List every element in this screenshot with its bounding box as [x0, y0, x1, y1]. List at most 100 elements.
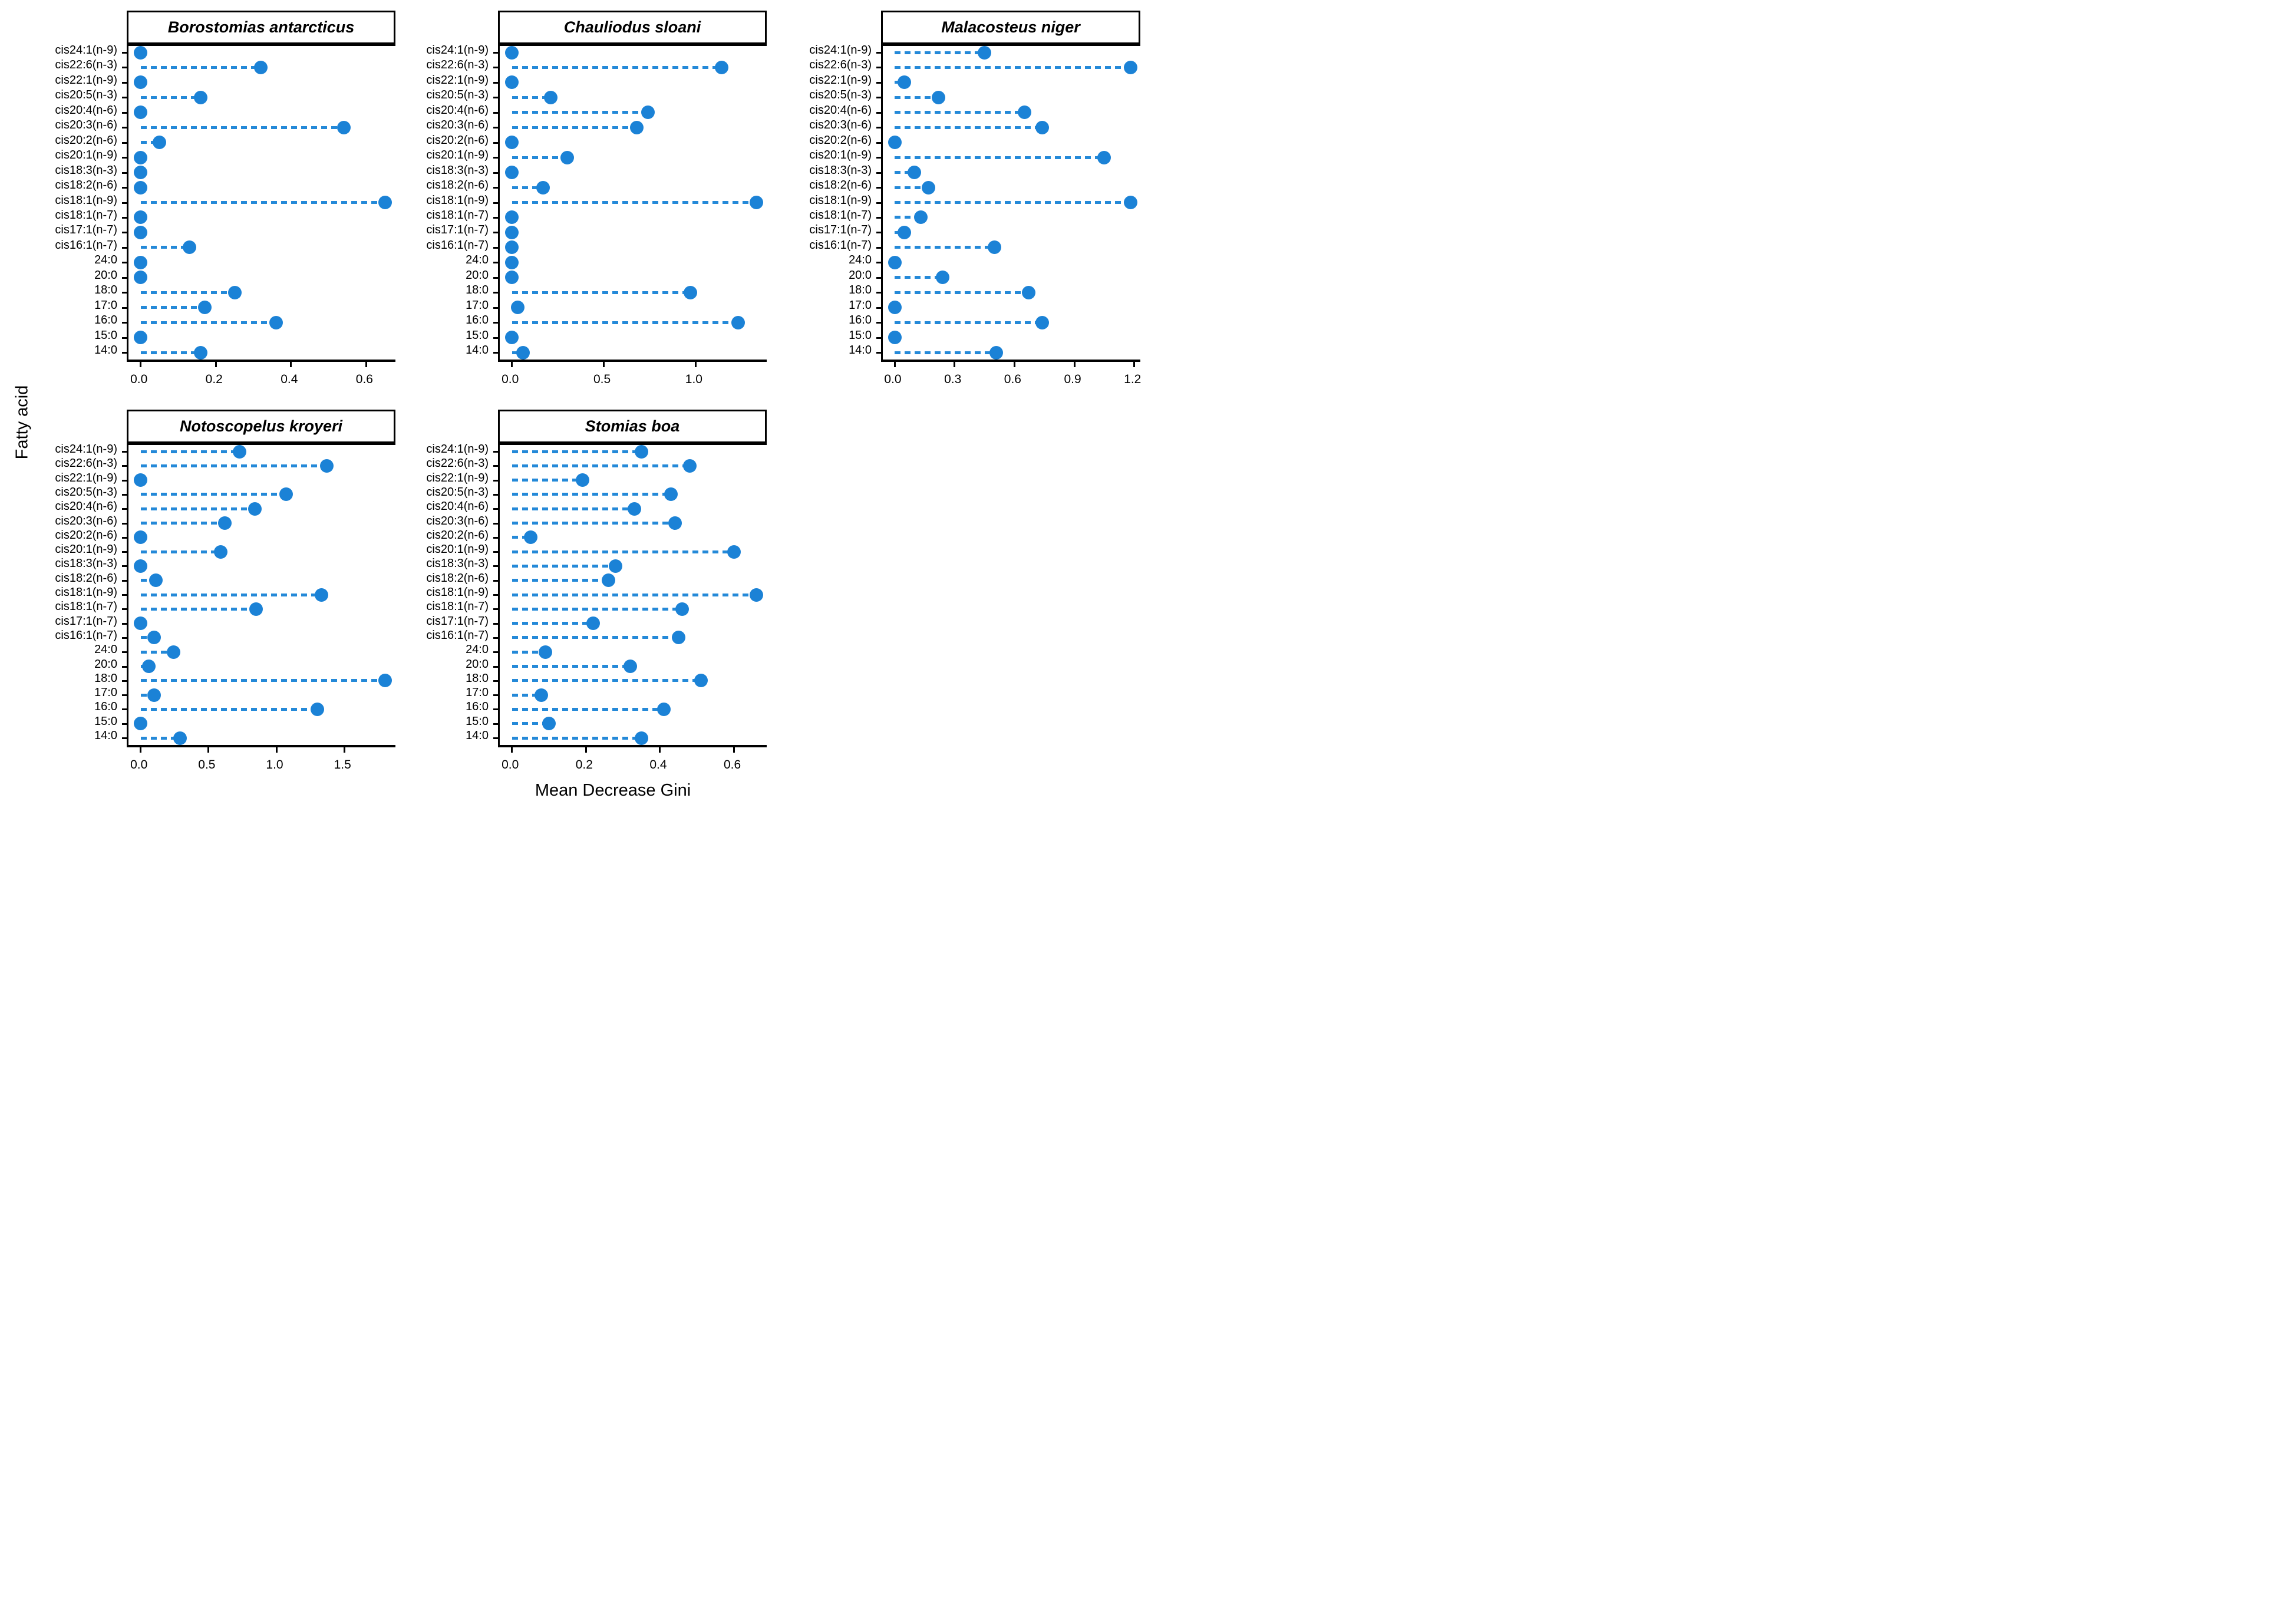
y-axis-label: cis22:1(n-9) — [55, 73, 117, 87]
y-axis-label: 18:0 — [94, 671, 117, 685]
y-tick-mark — [493, 127, 498, 129]
y-tick-mark — [122, 737, 127, 739]
y-tick-mark — [122, 202, 127, 204]
data-point — [134, 75, 148, 90]
y-axis-label: cis18:3(n-3) — [426, 557, 489, 571]
y-axis-label: 24:0 — [849, 253, 872, 267]
data-point — [134, 616, 148, 631]
x-tick-label: 0.9 — [1064, 372, 1081, 386]
y-axis-label: 20:0 — [94, 268, 117, 282]
facet-strip: Stomias boa — [498, 410, 767, 443]
lollipop-stem — [140, 450, 240, 453]
lollipop-stem — [895, 111, 1025, 114]
y-tick-mark — [493, 536, 498, 539]
y-axis-label: 15:0 — [466, 328, 489, 342]
y-tick-mark — [493, 694, 498, 697]
data-point — [624, 660, 638, 673]
data-point — [254, 60, 268, 74]
x-tick-mark — [1073, 362, 1076, 367]
lollipop-stem — [512, 564, 616, 568]
x-tick-label: 0.3 — [944, 372, 962, 386]
y-tick-mark — [122, 352, 127, 354]
y-axis-label: cis22:1(n-9) — [809, 73, 872, 87]
y-axis-label: 20:0 — [849, 268, 872, 282]
x-tick-label: 0.5 — [198, 758, 216, 772]
data-point — [538, 645, 552, 659]
data-point — [543, 90, 557, 104]
x-tick-label: 0.0 — [130, 372, 148, 386]
data-point — [214, 545, 228, 559]
data-point — [668, 516, 682, 530]
y-axis-label: cis22:1(n-9) — [426, 73, 489, 87]
lollipop-stem — [512, 479, 583, 482]
y-tick-mark — [122, 306, 127, 309]
lollipop-stem — [895, 216, 921, 219]
data-point — [505, 136, 519, 150]
data-point — [898, 225, 912, 239]
y-tick-mark — [493, 708, 498, 711]
y-tick-mark — [493, 479, 498, 482]
data-point — [694, 674, 708, 688]
y-tick-mark — [493, 465, 498, 467]
y-tick-mark — [493, 608, 498, 611]
lollipop-stem — [140, 507, 255, 510]
facet-title: Malacosteus niger — [941, 18, 1080, 36]
x-tick-label: 0.0 — [884, 372, 902, 386]
data-point — [505, 255, 519, 269]
y-axis-label: 17:0 — [849, 298, 872, 312]
lollipop-stem — [512, 186, 543, 189]
lollipop-stem — [512, 593, 757, 596]
x-tick-label: 0.6 — [1004, 372, 1021, 386]
x-tick-mark — [207, 747, 210, 753]
data-point — [319, 459, 334, 473]
lollipop-stem — [140, 579, 156, 582]
x-tick-mark — [1133, 362, 1136, 367]
facet-title: Notoscopelus kroyeri — [179, 417, 343, 435]
y-axis-label: cis20:4(n-6) — [55, 103, 117, 117]
y-tick-mark — [493, 216, 498, 219]
y-axis-label: cis16:1(n-7) — [55, 628, 117, 642]
lollipop-stem — [512, 622, 593, 625]
y-tick-mark — [122, 337, 127, 339]
y-tick-mark — [122, 665, 127, 668]
y-axis-label: 16:0 — [94, 314, 117, 327]
lollipop-stem — [512, 579, 609, 582]
data-point — [505, 331, 519, 345]
y-tick-mark — [876, 352, 881, 354]
plot-area — [122, 44, 395, 367]
data-point — [134, 717, 148, 731]
y-axis-label: cis18:3(n-3) — [809, 163, 872, 177]
lollipop-stem — [140, 246, 190, 249]
y-axis-label: 16:0 — [94, 700, 117, 714]
y-tick-mark — [493, 565, 498, 568]
lollipop-stem — [895, 351, 997, 354]
y-axis-label: 18:0 — [94, 283, 117, 297]
x-tick-mark — [893, 362, 896, 367]
y-tick-mark — [493, 187, 498, 189]
data-point — [664, 487, 678, 502]
data-point — [1035, 315, 1050, 329]
lollipop-stem — [140, 650, 173, 654]
data-point — [888, 136, 902, 150]
data-point — [749, 196, 763, 209]
facet-strip: Malacosteus niger — [881, 11, 1140, 44]
x-tick-label: 0.0 — [130, 758, 148, 772]
data-point — [134, 210, 148, 225]
data-point — [166, 645, 180, 659]
y-axis-label: 17:0 — [466, 686, 489, 700]
data-point — [505, 225, 519, 239]
y-tick-mark — [122, 52, 127, 54]
y-axis-label: cis20:4(n-6) — [426, 103, 489, 117]
y-tick-mark — [493, 352, 498, 354]
y-axis-label: 20:0 — [466, 268, 489, 282]
y-tick-mark — [122, 97, 127, 99]
y-axis-label: 24:0 — [466, 253, 489, 267]
data-point — [378, 196, 392, 209]
y-tick-mark — [122, 127, 127, 129]
lollipop-stem — [512, 321, 738, 324]
lollipop-stem — [512, 493, 671, 496]
y-axis-label: 24:0 — [94, 643, 117, 657]
x-tick-mark — [290, 362, 292, 367]
data-point — [134, 271, 148, 285]
y-tick-mark — [493, 292, 498, 294]
